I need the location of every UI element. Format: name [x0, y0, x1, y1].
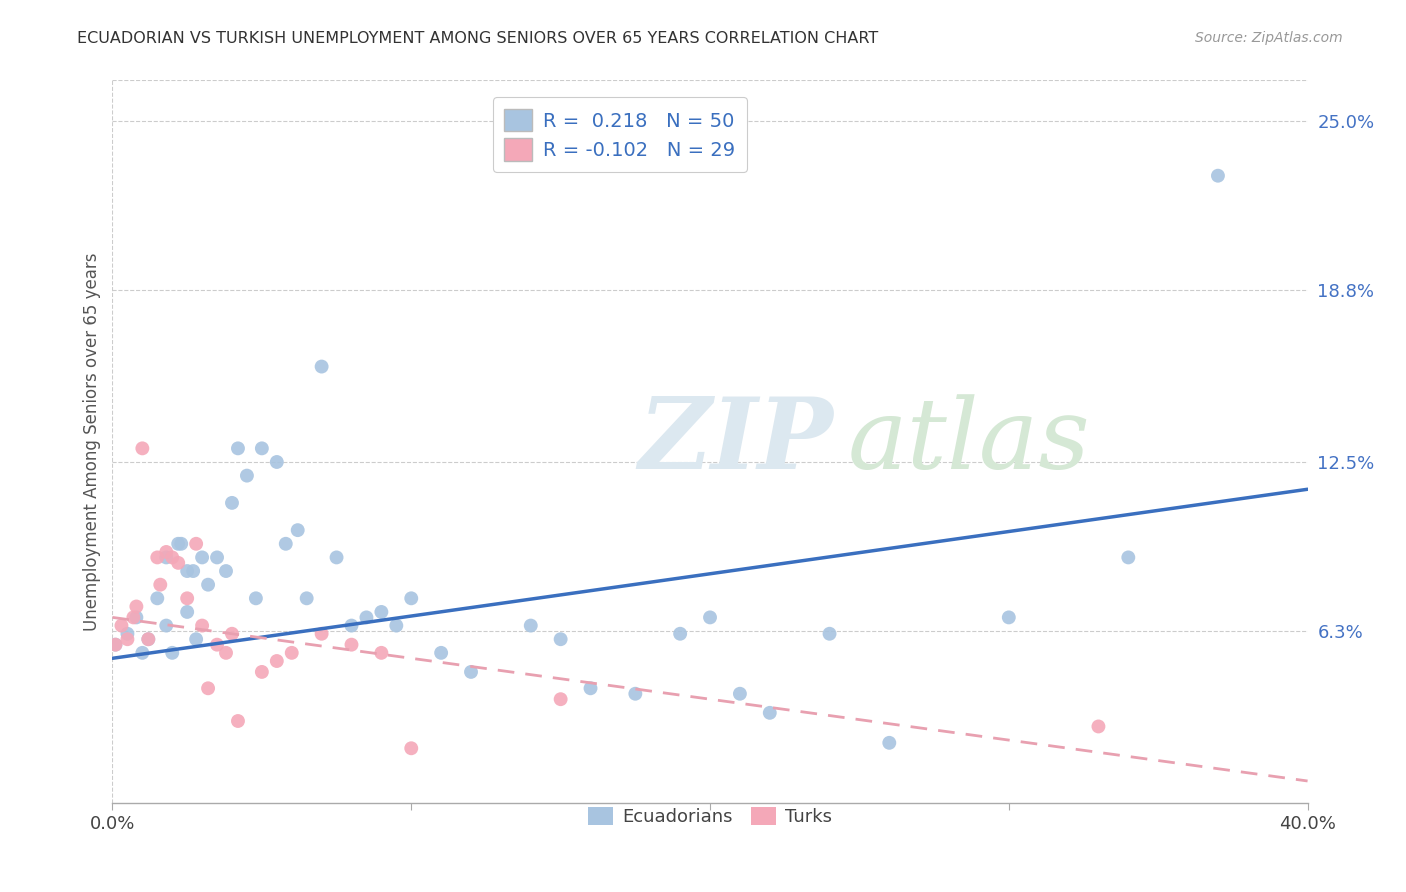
Point — [281, 646, 304, 660]
Point — [759, 706, 782, 720]
Point — [287, 523, 309, 537]
Point — [356, 610, 378, 624]
Text: ECUADORIAN VS TURKISH UNEMPLOYMENT AMONG SENIORS OVER 65 YEARS CORRELATION CHART: ECUADORIAN VS TURKISH UNEMPLOYMENT AMONG… — [77, 31, 879, 46]
Point — [181, 564, 204, 578]
Point — [104, 638, 127, 652]
Y-axis label: Unemployment Among Seniors over 65 years: Unemployment Among Seniors over 65 years — [83, 252, 101, 631]
Point — [138, 632, 160, 647]
Point — [138, 632, 160, 647]
Point — [176, 605, 198, 619]
Point — [191, 550, 214, 565]
Point — [197, 577, 219, 591]
Point — [550, 632, 572, 647]
Point — [117, 626, 139, 640]
Point — [430, 646, 453, 660]
Point — [221, 626, 243, 640]
Point — [176, 564, 198, 578]
Point — [520, 618, 543, 632]
Point — [460, 665, 482, 679]
Point — [879, 736, 901, 750]
Point — [104, 638, 127, 652]
Point — [146, 591, 169, 606]
Point — [295, 591, 318, 606]
Point — [191, 618, 214, 632]
Text: ZIP: ZIP — [638, 393, 834, 490]
Point — [728, 687, 751, 701]
Point — [117, 632, 139, 647]
Point — [215, 646, 238, 660]
Point — [226, 442, 249, 456]
Point — [325, 550, 347, 565]
Legend: Ecuadorians, Turks: Ecuadorians, Turks — [581, 800, 839, 833]
Point — [998, 610, 1021, 624]
Point — [197, 681, 219, 696]
Point — [131, 646, 153, 660]
Point — [170, 537, 193, 551]
Text: Source: ZipAtlas.com: Source: ZipAtlas.com — [1195, 31, 1343, 45]
Point — [155, 550, 177, 565]
Point — [311, 359, 333, 374]
Point — [167, 537, 190, 551]
Point — [370, 605, 392, 619]
Point — [579, 681, 602, 696]
Point — [186, 537, 208, 551]
Point — [818, 626, 841, 640]
Point — [370, 646, 392, 660]
Point — [131, 442, 153, 456]
Point — [110, 618, 132, 632]
Point — [236, 468, 259, 483]
Point — [149, 577, 172, 591]
Point — [205, 550, 228, 565]
Point — [266, 455, 288, 469]
Point — [401, 741, 423, 756]
Point — [167, 556, 190, 570]
Point — [155, 618, 177, 632]
Point — [669, 626, 692, 640]
Point — [699, 610, 721, 624]
Point — [125, 599, 148, 614]
Point — [1118, 550, 1140, 565]
Point — [1087, 719, 1109, 733]
Point — [550, 692, 572, 706]
Point — [221, 496, 243, 510]
Point — [162, 646, 183, 660]
Point — [146, 550, 169, 565]
Point — [311, 626, 333, 640]
Point — [162, 550, 183, 565]
Point — [215, 564, 238, 578]
Point — [340, 638, 363, 652]
Point — [266, 654, 288, 668]
Point — [226, 714, 249, 728]
Text: atlas: atlas — [848, 394, 1090, 489]
Point — [250, 442, 273, 456]
Point — [274, 537, 297, 551]
Point — [385, 618, 408, 632]
Point — [176, 591, 198, 606]
Point — [624, 687, 647, 701]
Point — [401, 591, 423, 606]
Point — [155, 545, 177, 559]
Point — [340, 618, 363, 632]
Point — [186, 632, 208, 647]
Point — [122, 610, 145, 624]
Point — [245, 591, 267, 606]
Point — [250, 665, 273, 679]
Point — [125, 610, 148, 624]
Point — [205, 638, 228, 652]
Point — [1206, 169, 1229, 183]
